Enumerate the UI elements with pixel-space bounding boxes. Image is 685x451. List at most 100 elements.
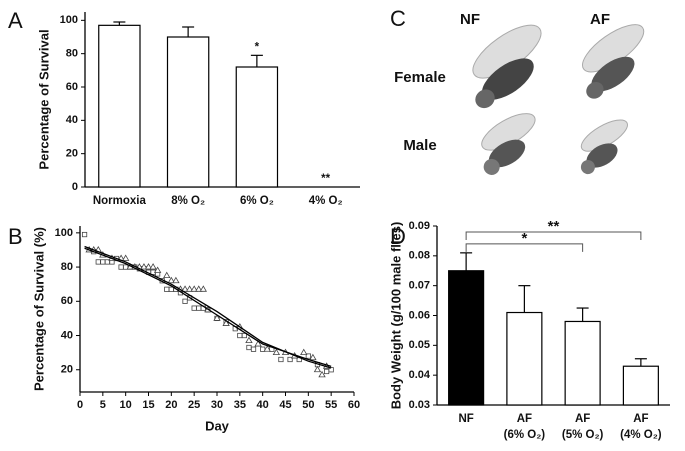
point	[121, 254, 130, 261]
row-label: Female	[394, 69, 446, 86]
x-tick-label: 0	[77, 399, 83, 411]
x-tick-label: 8% O₂	[171, 195, 205, 207]
point	[185, 285, 194, 292]
y-tick-label: 0.04	[409, 369, 431, 381]
point	[237, 332, 243, 339]
fly-image	[580, 119, 628, 175]
significance: **	[548, 218, 560, 235]
panel-label: B	[8, 224, 23, 249]
y-tick-label: 0.08	[409, 250, 430, 262]
bar	[98, 24, 141, 188]
bar	[506, 311, 543, 406]
point	[153, 266, 162, 273]
x-tick-label: 5	[100, 399, 106, 411]
x-tick-label: 25	[188, 399, 200, 411]
point	[199, 285, 207, 292]
x-tick-label: 60	[348, 399, 360, 411]
point	[278, 356, 284, 363]
x-tick-label: (6% O₂)	[504, 429, 546, 441]
point	[300, 348, 308, 356]
point	[182, 298, 188, 304]
x-tick-label: 15	[142, 399, 154, 411]
x-axis-label: Day	[205, 418, 230, 433]
y-tick-label: 20	[61, 364, 73, 376]
point	[323, 368, 330, 375]
x-tick-label: AF	[575, 413, 590, 425]
x-tick-label: 30	[211, 399, 223, 411]
bar	[564, 320, 601, 406]
y-tick-label: 0	[72, 181, 78, 193]
row-label: Male	[403, 137, 436, 154]
point	[287, 356, 293, 363]
y-tick-label: 0.03	[409, 399, 430, 411]
point	[191, 305, 197, 311]
y-tick-label: 40	[66, 114, 78, 126]
point	[81, 231, 88, 238]
x-tick-label: AF	[633, 413, 648, 425]
point	[163, 271, 171, 279]
bar	[235, 66, 279, 188]
point	[313, 365, 322, 373]
significance: *	[255, 41, 260, 53]
point	[254, 340, 262, 347]
significance: *	[521, 230, 527, 247]
point	[167, 276, 176, 284]
point	[241, 332, 247, 339]
bar	[448, 270, 485, 406]
point	[213, 314, 221, 321]
significance: **	[321, 173, 330, 185]
x-tick-label: 4% O₂	[309, 195, 343, 207]
panel-label: D	[390, 224, 406, 249]
bracket	[465, 231, 642, 240]
point	[272, 348, 281, 356]
point	[149, 263, 157, 270]
y-tick-label: 0.09	[409, 220, 430, 232]
x-tick-label: 6% O₂	[240, 195, 274, 207]
y-tick-label: 80	[66, 48, 78, 60]
point	[222, 319, 230, 326]
point	[318, 370, 326, 378]
x-tick-label: 50	[302, 399, 314, 411]
point	[309, 353, 317, 361]
x-tick-label: AF	[517, 413, 532, 425]
point	[250, 346, 257, 352]
point	[95, 259, 101, 265]
y-tick-label: 60	[61, 295, 73, 307]
x-tick-label: (5% O₂)	[562, 429, 604, 441]
fit-line	[84, 245, 332, 369]
y-tick-label: 40	[61, 329, 73, 341]
bar	[166, 36, 210, 188]
y-tick-label: 20	[66, 148, 78, 160]
y-tick-label: 0.05	[409, 339, 430, 351]
y-tick-label: 0.06	[409, 309, 430, 321]
y-tick-label: 0.07	[409, 280, 430, 292]
x-tick-label: 20	[165, 399, 177, 411]
point	[305, 353, 311, 359]
point	[246, 344, 252, 351]
x-tick-label: Normoxia	[93, 195, 147, 207]
point	[118, 264, 124, 270]
point	[190, 285, 198, 292]
x-tick-label: 45	[279, 399, 291, 411]
x-tick-label: NF	[458, 413, 473, 425]
x-tick-label: (4% O₂)	[620, 429, 662, 441]
point	[245, 336, 253, 344]
point	[260, 346, 266, 352]
y-tick-label: 100	[60, 14, 78, 26]
point	[100, 259, 106, 265]
point	[196, 305, 202, 311]
point	[164, 286, 170, 292]
fit-line	[84, 247, 332, 367]
x-tick-label: 10	[120, 399, 132, 411]
panel-label: C	[390, 6, 406, 31]
column-label: AF	[590, 11, 610, 28]
point	[168, 286, 174, 292]
fly-image	[472, 24, 542, 109]
x-tick-label: 40	[257, 399, 269, 411]
bracket	[465, 243, 584, 252]
y-axis-label: Percentage of Survival	[36, 29, 51, 169]
x-tick-label: 55	[325, 399, 337, 411]
fly-image	[582, 24, 645, 99]
point	[172, 276, 180, 284]
